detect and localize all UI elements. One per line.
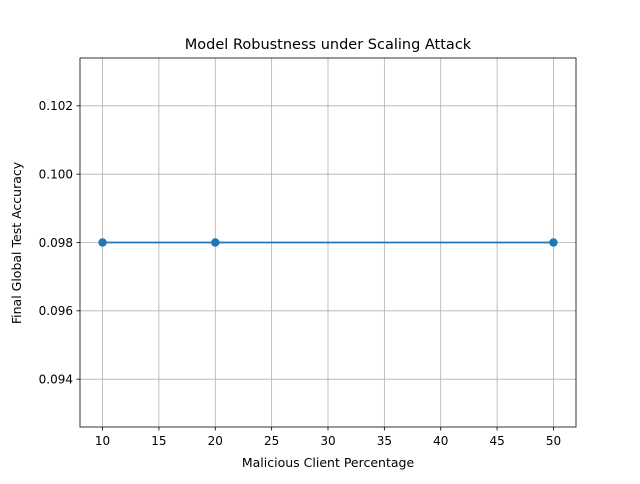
x-tick-label: 40 <box>433 434 448 448</box>
y-axis-label: Final Global Test Accuracy <box>9 161 24 324</box>
y-axis-ticks: 0.094 0.096 0.098 0.100 0.102 <box>39 99 80 386</box>
x-tick-label: 15 <box>151 434 166 448</box>
data-point <box>211 238 220 247</box>
x-tick-label: 25 <box>264 434 279 448</box>
x-tick-label: 45 <box>489 434 504 448</box>
x-tick-label: 30 <box>320 434 335 448</box>
y-tick-label: 0.094 <box>39 372 73 386</box>
x-tick-label: 10 <box>95 434 110 448</box>
y-tick-label: 0.102 <box>39 99 73 113</box>
y-tick-label: 0.100 <box>39 167 73 181</box>
x-axis-label: Malicious Client Percentage <box>242 455 415 470</box>
chart-title: Model Robustness under Scaling Attack <box>185 37 472 53</box>
series-layer <box>98 238 558 247</box>
x-tick-label: 50 <box>546 434 561 448</box>
data-point <box>549 238 558 247</box>
y-tick-label: 0.098 <box>39 236 73 250</box>
x-axis-ticks: 10 15 20 25 30 35 40 45 50 <box>95 427 561 448</box>
data-point <box>98 238 107 247</box>
y-tick-label: 0.096 <box>39 304 73 318</box>
x-tick-label: 20 <box>208 434 223 448</box>
x-tick-label: 35 <box>377 434 392 448</box>
